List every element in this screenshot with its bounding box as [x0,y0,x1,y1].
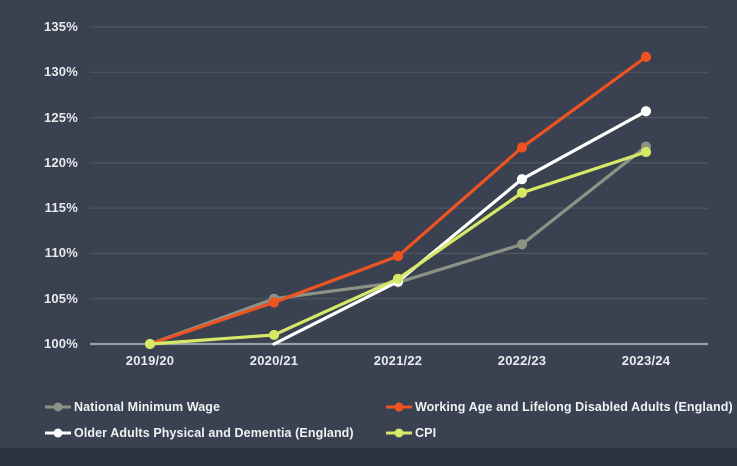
legend-item-older-adults-physical-and-dementia-england: Older Adults Physical and Dementia (Engl… [45,423,354,443]
legend-label-working-age-and-lifelong-disabled-adults-england: Working Age and Lifelong Disabled Adults… [415,400,733,414]
marker-cpi-4 [640,146,652,158]
marker-working-age-and-lifelong-disabled-adults-england-4 [640,51,652,62]
marker-cpi-0 [144,338,156,350]
legend-label-older-adults-physical-and-dementia-england: Older Adults Physical and Dementia (Engl… [74,426,354,440]
legend-marker-national-minimum-wage [45,402,71,412]
legend-marker-working-age-and-lifelong-disabled-adults-england [386,402,412,412]
y-tick-label-120: 120% [43,154,78,170]
bottom-bar [0,448,737,466]
marker-cpi-3 [516,187,528,198]
x-tick-label-2019-20: 2019/20 [125,353,175,368]
marker-cpi-2 [392,273,404,284]
legend-label-national-minimum-wage: National Minimum Wage [74,400,221,414]
marker-working-age-and-lifelong-disabled-adults-england-1 [268,297,280,308]
series-line-working-age-and-lifelong-disabled-adults-england [148,55,648,346]
legend-item-working-age-and-lifelong-disabled-adults-england: Working Age and Lifelong Disabled Adults… [386,397,733,417]
x-tick-label-2021-22: 2021/22 [373,353,423,368]
y-tick-label-105: 105% [43,290,78,306]
x-tick-label-2020-21: 2020/21 [249,353,299,368]
legend-item-national-minimum-wage: National Minimum Wage [45,397,220,417]
y-tick-label-130: 130% [43,64,78,80]
x-tick-label-2023-24: 2023/24 [621,353,671,368]
x-tick-label-2022-23: 2022/23 [497,353,547,368]
marker-older-adults-physical-and-dementia-england-3 [516,174,528,185]
y-tick-label-125: 125% [43,109,78,125]
y-tick-label-110: 110% [44,245,78,261]
y-tick-label-100: 100% [43,336,78,351]
marker-national-minimum-wage-3 [516,239,528,250]
marker-older-adults-physical-and-dementia-england-4 [640,106,652,117]
series-line-older-adults-physical-and-dementia-england [272,109,648,346]
marker-working-age-and-lifelong-disabled-adults-england-3 [516,142,528,153]
legend-marker-cpi [386,428,412,438]
legend-label-cpi: CPI [415,426,437,440]
marker-working-age-and-lifelong-disabled-adults-england-2 [392,251,404,262]
legend-marker-older-adults-physical-and-dementia-england [45,428,71,438]
y-tick-label-115: 115% [44,200,78,216]
y-tick-label-135: 135% [43,19,78,34]
legend-item-cpi: CPI [386,423,436,443]
marker-cpi-1 [268,329,280,341]
